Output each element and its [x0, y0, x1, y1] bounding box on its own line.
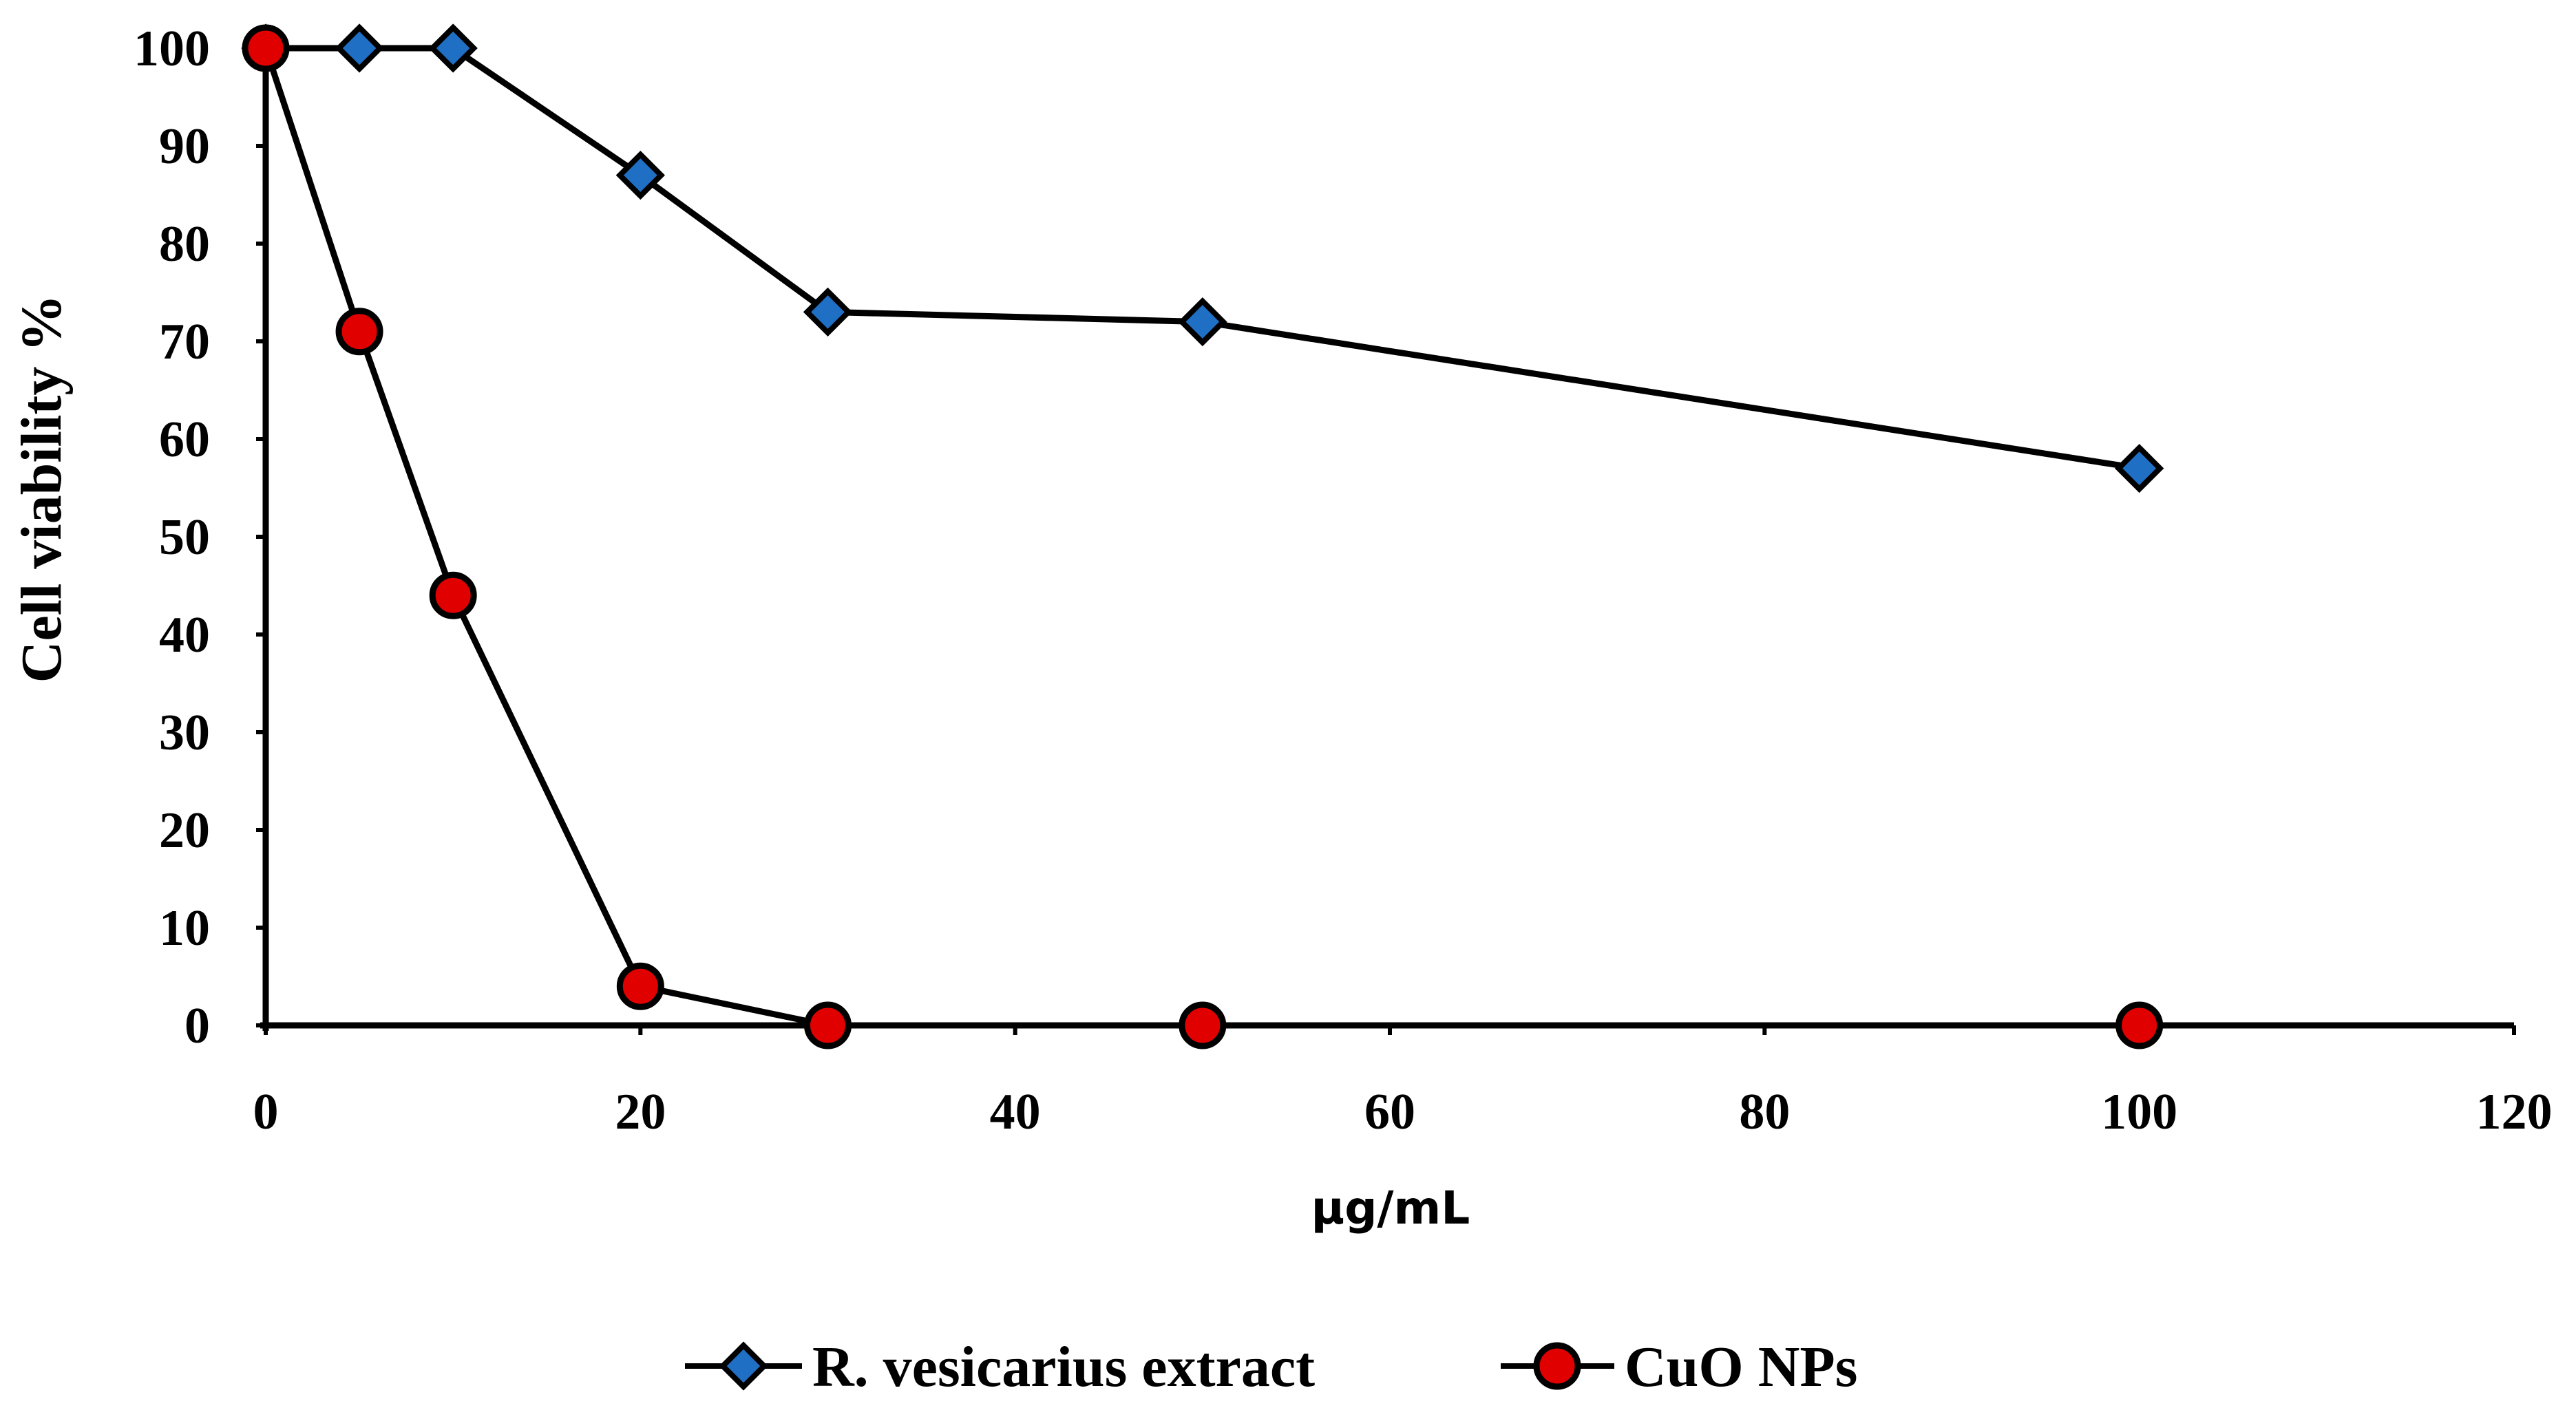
y-tick-label: 40	[159, 607, 210, 663]
x-tick-label: 0	[253, 1084, 279, 1140]
y-tick-label: 10	[159, 900, 210, 957]
x-axis-title: μg/mL	[1311, 1182, 1470, 1235]
data-point	[2115, 443, 2164, 493]
legend-item-r-vesicarius: R. vesicarius extract	[685, 1335, 1315, 1399]
legend-marker-diamond-icon	[719, 1341, 768, 1391]
legend: R. vesicarius extract CuO NPs	[685, 1335, 1857, 1399]
y-axis-ticks: 0 10 20 30 40 50 60 70 80 90 100	[134, 21, 266, 1054]
data-point	[428, 23, 478, 73]
data-point	[335, 23, 384, 73]
data-point	[804, 1001, 852, 1049]
legend-label-cuo-nps: CuO NPs	[1625, 1335, 1857, 1399]
series-1	[242, 24, 2164, 1049]
legend-item-cuo-nps: CuO NPs	[1501, 1335, 1857, 1399]
series-0	[241, 23, 2164, 493]
legend-label-r-vesicarius: R. vesicarius extract	[812, 1335, 1315, 1399]
y-tick-label: 100	[134, 21, 210, 77]
x-axis-ticks: 0 20 40 60 80 100 120	[253, 1025, 2553, 1140]
data-point	[429, 571, 477, 619]
series-layer	[241, 23, 2164, 1049]
y-tick-label: 80	[159, 216, 210, 273]
data-point	[1179, 1001, 1227, 1049]
data-point	[803, 287, 853, 337]
y-tick-label: 0	[184, 998, 210, 1054]
data-point	[2115, 1001, 2164, 1049]
y-tick-label: 30	[159, 705, 210, 761]
x-tick-label: 20	[615, 1084, 666, 1140]
x-tick-label: 100	[2101, 1084, 2177, 1140]
data-point	[242, 24, 290, 72]
y-tick-label: 70	[159, 314, 210, 370]
y-tick-label: 60	[159, 412, 210, 468]
y-axis-title: Cell viability %	[10, 295, 74, 683]
data-point	[616, 962, 664, 1010]
x-tick-label: 60	[1364, 1084, 1415, 1140]
legend-marker-circle-icon	[1533, 1342, 1581, 1390]
y-tick-label: 20	[159, 802, 210, 859]
data-point	[335, 308, 383, 356]
x-tick-label: 40	[990, 1084, 1041, 1140]
y-tick-label: 50	[159, 509, 210, 566]
data-point	[1178, 297, 1227, 347]
data-point	[615, 150, 665, 200]
series-line	[266, 45, 2140, 472]
series-line	[262, 47, 2140, 1029]
y-tick-label: 90	[159, 118, 210, 175]
x-tick-label: 120	[2476, 1084, 2553, 1140]
x-tick-label: 80	[1739, 1084, 1790, 1140]
